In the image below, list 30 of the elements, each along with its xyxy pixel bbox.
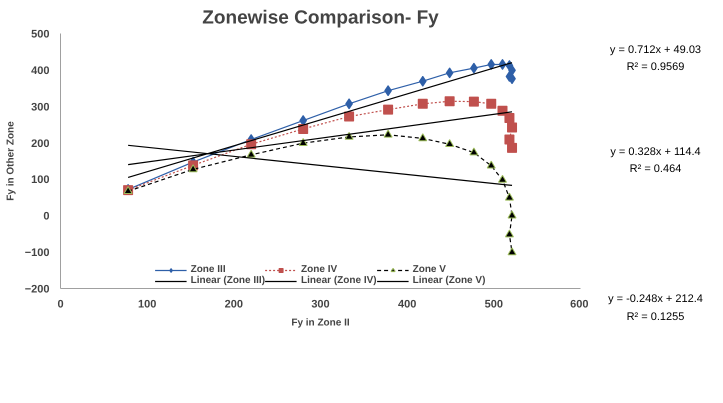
legend-label: Zone III bbox=[190, 264, 226, 275]
legend-label: Linear (Zone III) bbox=[190, 275, 266, 286]
text: y = 0.712x + 49.03 bbox=[608, 43, 702, 58]
y-tick-label: 400 bbox=[31, 64, 50, 77]
y-axis-title: Fy in Other Zone bbox=[6, 120, 17, 201]
text: R² = 0.9569 bbox=[626, 60, 686, 75]
legend-label: Zone V bbox=[412, 264, 446, 275]
text: R² = 0.1255 bbox=[626, 310, 686, 325]
x-tick-label: 300 bbox=[311, 298, 330, 310]
y-tick-label: 200 bbox=[31, 138, 50, 150]
y-tick-label: 0 bbox=[43, 210, 50, 223]
x-tick-label: 500 bbox=[484, 298, 504, 310]
y-tick-label: 500 bbox=[31, 28, 50, 40]
x-axis-title: Fy in Zone II bbox=[291, 318, 350, 328]
y-tick-label: 300 bbox=[31, 101, 50, 114]
x-tick-label: 0 bbox=[57, 298, 64, 310]
x-tick-label: 100 bbox=[138, 298, 156, 310]
x-tick-label: 200 bbox=[224, 298, 244, 310]
text: R² = 0.464 bbox=[628, 162, 682, 177]
y-tick-label: −200 bbox=[24, 284, 50, 296]
legend-label: Linear (Zone V) bbox=[412, 275, 486, 286]
text: y = -0.248x + 212.4 bbox=[607, 292, 704, 307]
y-tick-label: −100 bbox=[24, 247, 50, 260]
text: y = 0.328x + 114.4 bbox=[609, 145, 702, 160]
legend-label: Linear (Zone IV) bbox=[301, 275, 377, 286]
legend-label: Zone IV bbox=[301, 264, 338, 275]
x-tick-label: 400 bbox=[398, 298, 416, 310]
x-tick-label: 600 bbox=[570, 298, 589, 310]
y-tick-label: 100 bbox=[31, 174, 50, 186]
chart-title: Zonewise Comparison- Fy bbox=[202, 8, 440, 28]
